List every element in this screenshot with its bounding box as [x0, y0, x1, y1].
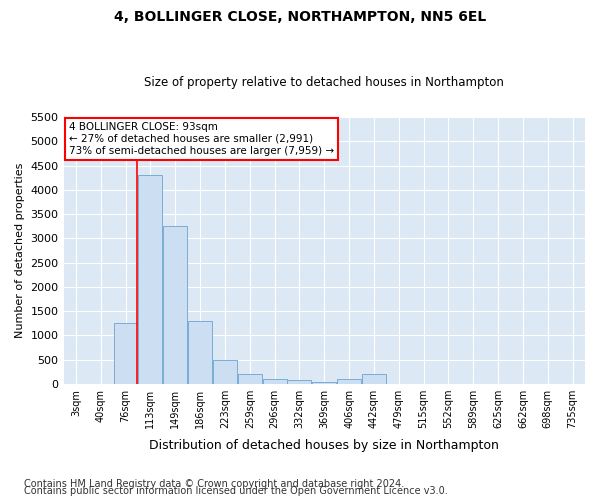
Bar [337, 379, 361, 384]
Bar [362, 374, 386, 384]
Text: Contains public sector information licensed under the Open Government Licence v3: Contains public sector information licen… [24, 486, 448, 496]
Bar [213, 360, 237, 384]
Bar [188, 321, 212, 384]
Bar [238, 374, 262, 384]
Bar [113, 324, 137, 384]
Text: 4 BOLLINGER CLOSE: 93sqm
← 27% of detached houses are smaller (2,991)
73% of sem: 4 BOLLINGER CLOSE: 93sqm ← 27% of detach… [69, 122, 334, 156]
Bar [263, 379, 287, 384]
Bar [139, 176, 163, 384]
Text: 4, BOLLINGER CLOSE, NORTHAMPTON, NN5 6EL: 4, BOLLINGER CLOSE, NORTHAMPTON, NN5 6EL [114, 10, 486, 24]
Bar [163, 226, 187, 384]
Text: Contains HM Land Registry data © Crown copyright and database right 2024.: Contains HM Land Registry data © Crown c… [24, 479, 404, 489]
Bar [312, 382, 337, 384]
Y-axis label: Number of detached properties: Number of detached properties [15, 163, 25, 338]
Title: Size of property relative to detached houses in Northampton: Size of property relative to detached ho… [145, 76, 504, 90]
Bar [287, 380, 311, 384]
X-axis label: Distribution of detached houses by size in Northampton: Distribution of detached houses by size … [149, 440, 499, 452]
